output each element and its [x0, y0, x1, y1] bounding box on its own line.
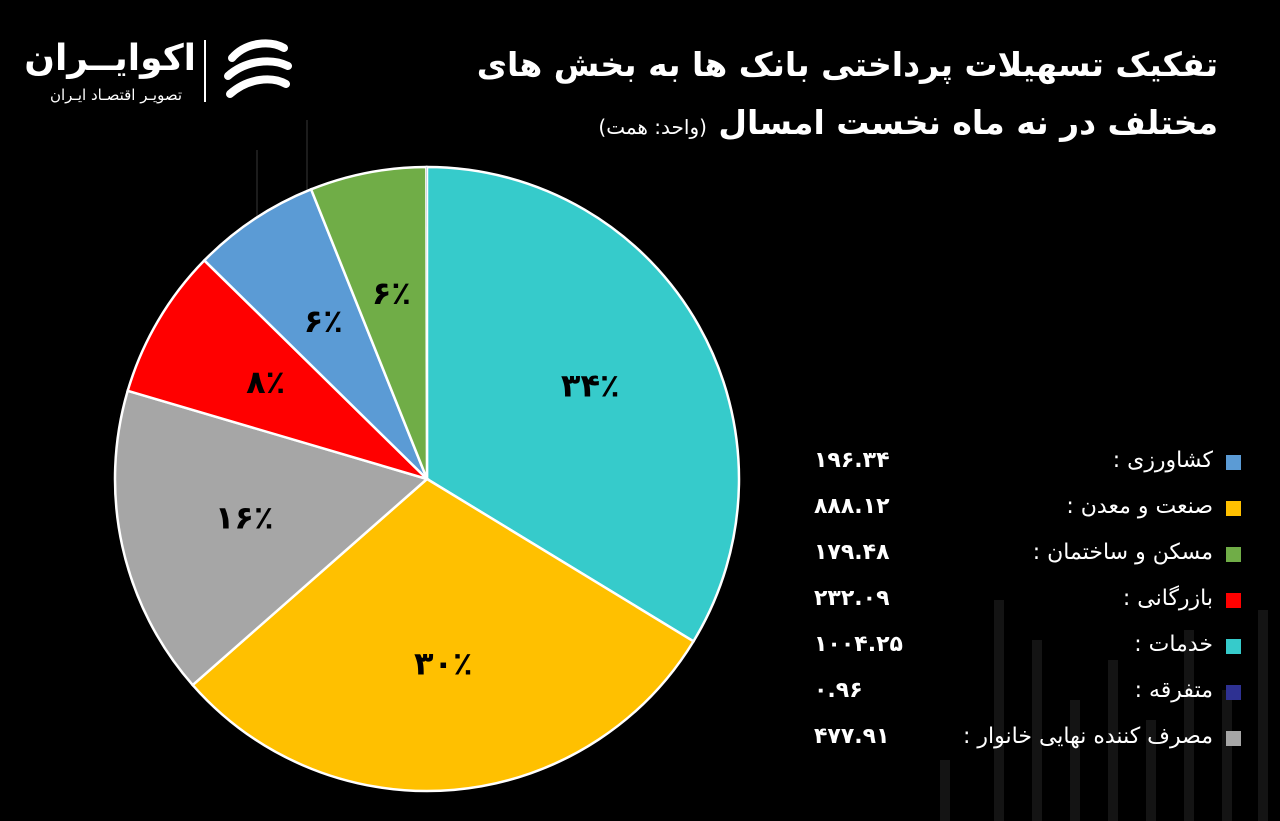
legend-value-5: ۰.۹۶ — [814, 678, 863, 703]
legend-item-1: صنعت و معدن : ۸۸۸.۱۲ — [800, 486, 1245, 532]
logo-name: اکوایــران — [24, 38, 196, 79]
legend-value-2: ۱۷۹.۴۸ — [814, 540, 890, 565]
legend-swatch-2 — [1226, 547, 1241, 562]
pie-label-1: ۳۰٪ — [414, 644, 473, 682]
legend-label-1: صنعت و معدن : — [1066, 494, 1213, 519]
pie-label-3: ۸٪ — [246, 363, 285, 401]
legend-swatch-5 — [1226, 685, 1241, 700]
legend-item-6: مصرف کننده نهایی خانوار : ۴۷۷.۹۱ — [800, 716, 1245, 762]
legend-swatch-6 — [1226, 731, 1241, 746]
logo-mark-icon — [224, 39, 292, 98]
pie-slice-5 — [309, 165, 429, 480]
legend-item-2: مسکن و ساختمان : ۱۷۹.۴۸ — [800, 532, 1245, 578]
legend-label-0: کشاورزی : — [1112, 448, 1213, 473]
chart-title: تفکیک تسهیلات پرداختی بانک ها به بخش های… — [318, 36, 1218, 156]
title-unit: (واحد: همت) — [598, 115, 707, 139]
logo: اکوایــران تصویـر اقتصـاد ایـران — [24, 32, 306, 112]
legend-swatch-0 — [1226, 455, 1241, 470]
pie-label-4: ۶٪ — [304, 302, 343, 340]
pie-slice-1 — [190, 477, 696, 793]
pie-label-0: ۳۴٪ — [561, 366, 620, 404]
legend-item-5: متفرقه : ۰.۹۶ — [800, 670, 1245, 716]
legend-value-1: ۸۸۸.۱۲ — [814, 494, 890, 519]
logo-separator — [204, 40, 206, 102]
pie-label-2: ۱۶٪ — [215, 498, 274, 536]
legend-label-3: بازرگانی : — [1122, 586, 1213, 611]
legend-value-0: ۱۹۶.۳۴ — [814, 448, 890, 473]
legend-label-2: مسکن و ساختمان : — [1032, 540, 1213, 565]
title-line-1: تفکیک تسهیلات پرداختی بانک ها به بخش های — [476, 45, 1218, 84]
title-line-2: مختلف در نه ماه نخست امسال (واحد: همت) — [318, 94, 1218, 156]
pie-slice-6 — [426, 166, 428, 480]
legend-label-5: متفرقه : — [1134, 678, 1213, 703]
legend-value-4: ۱۰۰۴.۲۵ — [814, 632, 903, 657]
legend-item-3: بازرگانی : ۲۳۲.۰۹ — [800, 578, 1245, 624]
legend-item-0: کشاورزی : ۱۹۶.۳۴ — [800, 440, 1245, 486]
title-line-2-text: مختلف در نه ماه نخست امسال — [718, 103, 1218, 142]
logo-tagline: تصویـر اقتصـاد ایـران — [49, 86, 183, 104]
pie-label-5: ۶٪ — [372, 274, 411, 312]
legend-swatch-3 — [1226, 593, 1241, 608]
legend-value-3: ۲۳۲.۰۹ — [814, 586, 890, 611]
legend: کشاورزی : ۱۹۶.۳۴ صنعت و معدن : ۸۸۸.۱۲ مسکن و… — [800, 440, 1245, 762]
legend-swatch-4 — [1226, 639, 1241, 654]
pie-slice-4 — [202, 187, 429, 480]
legend-item-4: خدمات : ۱۰۰۴.۲۵ — [800, 624, 1245, 670]
legend-swatch-1 — [1226, 501, 1241, 516]
legend-value-6: ۴۷۷.۹۱ — [814, 724, 890, 749]
legend-label-4: خدمات : — [1134, 632, 1213, 657]
pie-slice-0 — [425, 165, 741, 644]
pie-slice-2 — [113, 389, 430, 687]
pie-slice-3 — [126, 258, 428, 481]
legend-label-6: مصرف کننده نهایی خانوار : — [963, 724, 1213, 749]
